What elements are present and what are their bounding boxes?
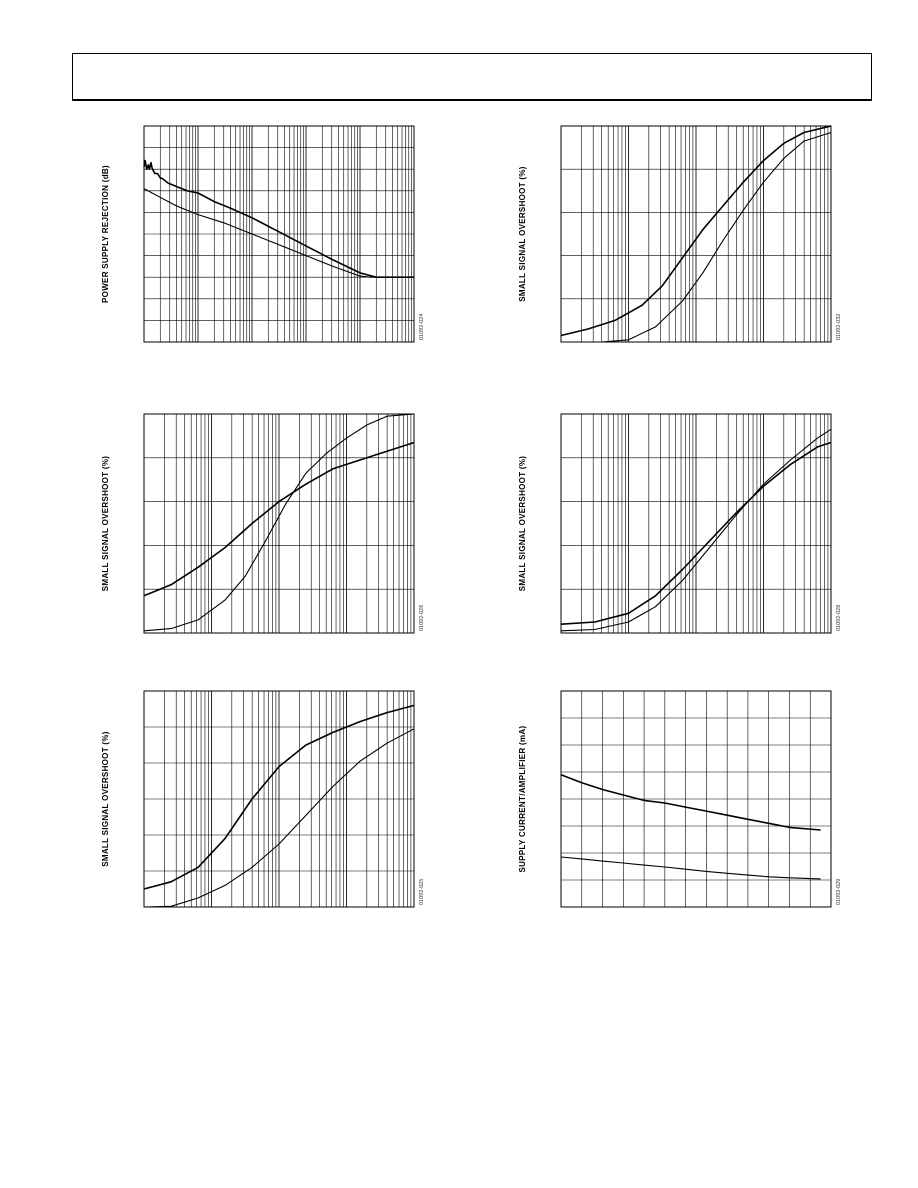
series-line-1: [560, 441, 832, 625]
y-axis-label: SMALL SIGNAL OVERSHOOT (%): [518, 166, 527, 302]
chart-supply-current: SUPPLY CURRENT/AMPLIFIER (mA) 01092-029: [518, 690, 842, 908]
chart-overshoot-4: SMALL SIGNAL OVERSHOOT (%) 01092-025: [101, 690, 425, 908]
grid-lines: [561, 691, 831, 907]
chart-overshoot-3: SMALL SIGNAL OVERSHOOT (%) 01092-028: [518, 413, 842, 634]
series-line-2: [143, 728, 415, 908]
y-axis-label: POWER SUPPLY REJECTION (dB): [101, 165, 110, 303]
figure-code: 01092-024: [419, 314, 425, 340]
grid-lines: [561, 414, 831, 633]
series-line-2: [561, 131, 832, 343]
series-line-2: [143, 413, 415, 632]
series-line-2: [560, 428, 832, 632]
grid-lines: [144, 691, 414, 907]
series-line-1: [143, 704, 415, 890]
page-header-box: [72, 53, 872, 101]
figure-code: 01092-029: [836, 879, 842, 905]
grid-lines: [144, 414, 414, 633]
series-line-2: [143, 188, 414, 278]
chart-psrr: POWER SUPPLY REJECTION (dB) 01092-024: [101, 125, 425, 343]
series-line-1: [560, 773, 821, 831]
y-axis-label: SMALL SIGNAL OVERSHOOT (%): [101, 731, 110, 867]
series-line-1: [143, 159, 414, 279]
figure-code: 01092-028: [836, 605, 842, 631]
figure-code: 01092-025: [419, 879, 425, 905]
y-axis-label: SUPPLY CURRENT/AMPLIFIER (mA): [518, 725, 527, 872]
figure-code: 01092-026: [419, 605, 425, 631]
y-axis-label: SMALL SIGNAL OVERSHOOT (%): [101, 456, 110, 592]
series-line-1: [560, 125, 832, 337]
series-line-2: [560, 856, 821, 880]
series-line-1: [143, 441, 415, 597]
figure-code: 01092-032: [836, 314, 842, 340]
grid-lines: [561, 126, 831, 342]
y-axis-label: SMALL SIGNAL OVERSHOOT (%): [518, 456, 527, 592]
chart-overshoot-2: SMALL SIGNAL OVERSHOOT (%) 01092-026: [101, 413, 425, 634]
grid-lines: [144, 126, 414, 342]
chart-overshoot-1: SMALL SIGNAL OVERSHOOT (%) 01092-032: [518, 125, 842, 343]
